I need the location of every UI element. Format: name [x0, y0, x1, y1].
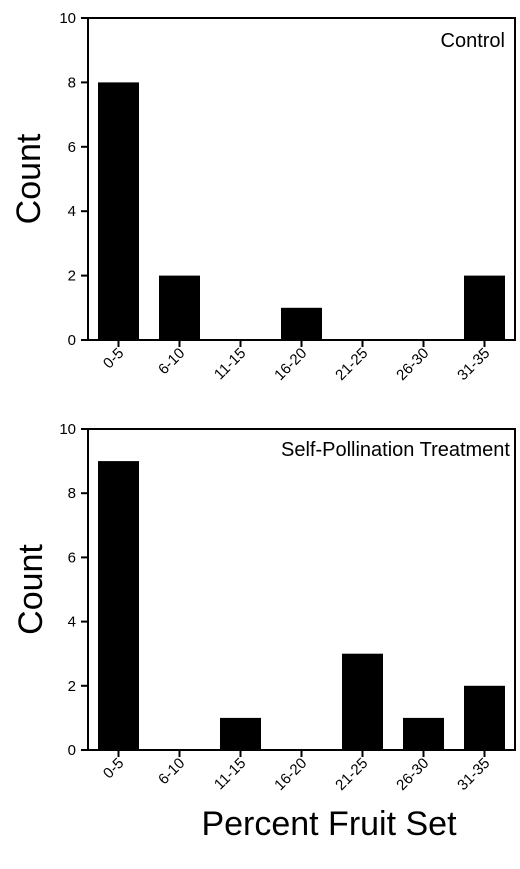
category-label: 0-5	[100, 345, 127, 372]
bar	[220, 717, 261, 750]
category-label: 11-15	[211, 345, 249, 383]
category-label: 16-20	[271, 345, 310, 384]
control-panel: 0 2 4 6 8 10 0-5 6-10 11-15 16-20 21-25 26-30 31-35 C…	[10, 10, 516, 384]
category-label: 11-15	[211, 755, 249, 793]
x-axis-title: Percent Fruit Set	[201, 805, 457, 843]
y-tick-label: 6	[68, 549, 76, 566]
category-label: 26-30	[393, 345, 432, 384]
plot-frame	[87, 428, 516, 751]
y-tick-label: 0	[68, 742, 76, 759]
bar	[281, 307, 322, 340]
category-label: 6-10	[155, 755, 188, 788]
bar	[403, 717, 444, 750]
y-axis-title: Count	[12, 544, 50, 635]
category-label: 21-25	[332, 755, 371, 794]
plot-frame	[87, 17, 516, 341]
y-tick-label: 0	[68, 332, 76, 349]
bar	[98, 461, 139, 750]
y-tick-label: 10	[59, 10, 76, 27]
category-label: 6-10	[155, 345, 188, 378]
category-label: 16-20	[271, 755, 310, 794]
panel-title: Control	[441, 30, 505, 52]
category-label: 21-25	[332, 345, 371, 384]
y-tick-label: 4	[68, 203, 76, 220]
y-tick-label: 2	[68, 678, 76, 695]
y-tick-label: 2	[68, 268, 76, 285]
y-tick-label: 8	[68, 485, 76, 502]
y-tick-label: 4	[68, 614, 76, 631]
category-label: 31-35	[454, 755, 493, 794]
bar	[342, 653, 383, 750]
bar	[159, 275, 200, 340]
y-tick-label: 8	[68, 74, 76, 91]
bar	[464, 685, 505, 750]
y-tick-label: 10	[59, 421, 76, 438]
y-axis-title: Count	[10, 133, 48, 224]
bar	[464, 275, 505, 340]
category-label: 26-30	[393, 755, 432, 794]
y-tick-label: 6	[68, 139, 76, 156]
bar	[98, 82, 139, 341]
category-label: 31-35	[454, 345, 493, 384]
self-pollination-panel: 0 2 4 6 8 10 0-5 6-10 11-15 16-20 21-25 26-30 31-35 S…	[12, 421, 516, 794]
panel-title: Self-Pollination Treatment	[281, 439, 510, 461]
category-label: 0-5	[100, 755, 127, 782]
